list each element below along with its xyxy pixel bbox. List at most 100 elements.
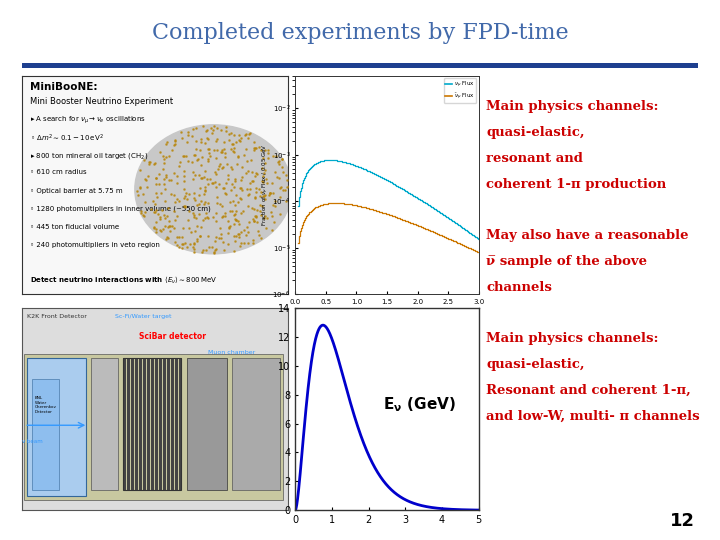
Point <box>204 242 215 251</box>
Point <box>211 137 222 146</box>
Point <box>198 190 210 198</box>
Point <box>157 225 168 233</box>
Point <box>212 164 223 173</box>
Point <box>192 221 203 230</box>
Point <box>227 206 238 215</box>
Point <box>236 163 248 172</box>
Point <box>262 149 274 158</box>
Point <box>206 179 217 187</box>
Point <box>259 195 271 204</box>
Point <box>256 177 267 186</box>
Point <box>134 166 145 174</box>
Point <box>210 233 222 241</box>
Point <box>159 214 171 223</box>
Point <box>173 161 184 170</box>
Point <box>236 186 248 195</box>
Point <box>168 224 179 232</box>
Point <box>167 222 179 231</box>
Point <box>237 207 248 215</box>
Point <box>247 235 258 244</box>
Bar <box>171 359 174 490</box>
Point <box>233 230 244 238</box>
Point <box>151 193 163 201</box>
Bar <box>143 359 146 490</box>
Point <box>227 146 238 155</box>
Text: May also have a reasonable: May also have a reasonable <box>486 230 688 242</box>
Point <box>135 208 147 217</box>
Point <box>134 184 145 192</box>
Point <box>171 212 183 220</box>
Point <box>154 215 166 224</box>
Point <box>137 190 148 198</box>
Point <box>230 177 241 185</box>
Text: ◦ $\Delta m^2 \sim 0.1 - 10\,\mathrm{eV}^2$: ◦ $\Delta m^2 \sim 0.1 - 10\,\mathrm{eV}… <box>30 133 104 144</box>
Point <box>163 217 174 225</box>
Point <box>214 199 225 208</box>
Point <box>201 134 212 143</box>
Point <box>246 177 258 185</box>
Point <box>217 184 228 192</box>
Point <box>205 124 217 132</box>
Point <box>277 186 289 194</box>
Point <box>176 240 188 248</box>
Point <box>195 223 207 232</box>
Point <box>236 173 248 182</box>
Point <box>182 216 194 225</box>
Point <box>174 242 185 251</box>
Point <box>204 152 216 161</box>
Point <box>168 197 180 206</box>
Point <box>140 207 151 216</box>
Text: Detect neutrino interactions with $\langle E_\nu\rangle \sim 800\,\mathrm{MeV}$: Detect neutrino interactions with $\lang… <box>30 274 217 286</box>
Point <box>150 218 162 227</box>
Point <box>274 192 285 201</box>
Point <box>230 215 241 224</box>
Text: BNL
Water
Cherenkov
Detector: BNL Water Cherenkov Detector <box>35 396 57 414</box>
Text: ◦ 610 cm radius: ◦ 610 cm radius <box>30 170 86 176</box>
Point <box>179 185 190 193</box>
Point <box>243 217 255 226</box>
Point <box>199 200 210 208</box>
Point <box>135 206 147 215</box>
Point <box>233 197 244 206</box>
Point <box>257 192 269 200</box>
Bar <box>186 359 227 490</box>
Point <box>248 145 259 154</box>
Point <box>276 155 287 164</box>
Point <box>200 246 212 254</box>
Point <box>228 144 239 153</box>
Point <box>189 247 200 256</box>
Text: Main physics channels:: Main physics channels: <box>486 100 659 113</box>
Point <box>250 194 261 202</box>
Point <box>195 137 207 146</box>
Point <box>222 217 234 225</box>
Text: Resonant and coherent 1-π,: Resonant and coherent 1-π, <box>486 384 690 397</box>
Point <box>254 201 266 210</box>
Point <box>273 158 284 166</box>
Point <box>153 179 164 188</box>
Point <box>210 153 222 162</box>
Point <box>195 197 207 205</box>
Point <box>228 140 239 149</box>
Point <box>227 180 238 188</box>
Point <box>250 144 261 153</box>
Text: quasi-elastic,: quasi-elastic, <box>486 358 585 371</box>
Point <box>266 179 278 187</box>
Text: SciBar detector: SciBar detector <box>139 332 206 341</box>
Point <box>168 191 180 199</box>
Point <box>175 127 186 136</box>
Point <box>148 208 160 217</box>
Point <box>222 174 233 183</box>
Point <box>189 196 200 205</box>
Point <box>230 201 241 210</box>
Point <box>135 183 146 192</box>
Point <box>155 227 166 235</box>
Text: ▸ A search for $\nu_\mu \rightarrow \nu_e$ oscillations: ▸ A search for $\nu_\mu \rightarrow \nu_… <box>30 115 145 126</box>
Text: ▸ 800 ton mineral oil target (CH$_2$): ▸ 800 ton mineral oil target (CH$_2$) <box>30 151 148 161</box>
Point <box>262 154 274 163</box>
Point <box>197 215 209 224</box>
Point <box>217 238 228 246</box>
Point <box>220 127 232 136</box>
Point <box>261 213 273 222</box>
Point <box>163 176 174 184</box>
Point <box>132 190 144 199</box>
